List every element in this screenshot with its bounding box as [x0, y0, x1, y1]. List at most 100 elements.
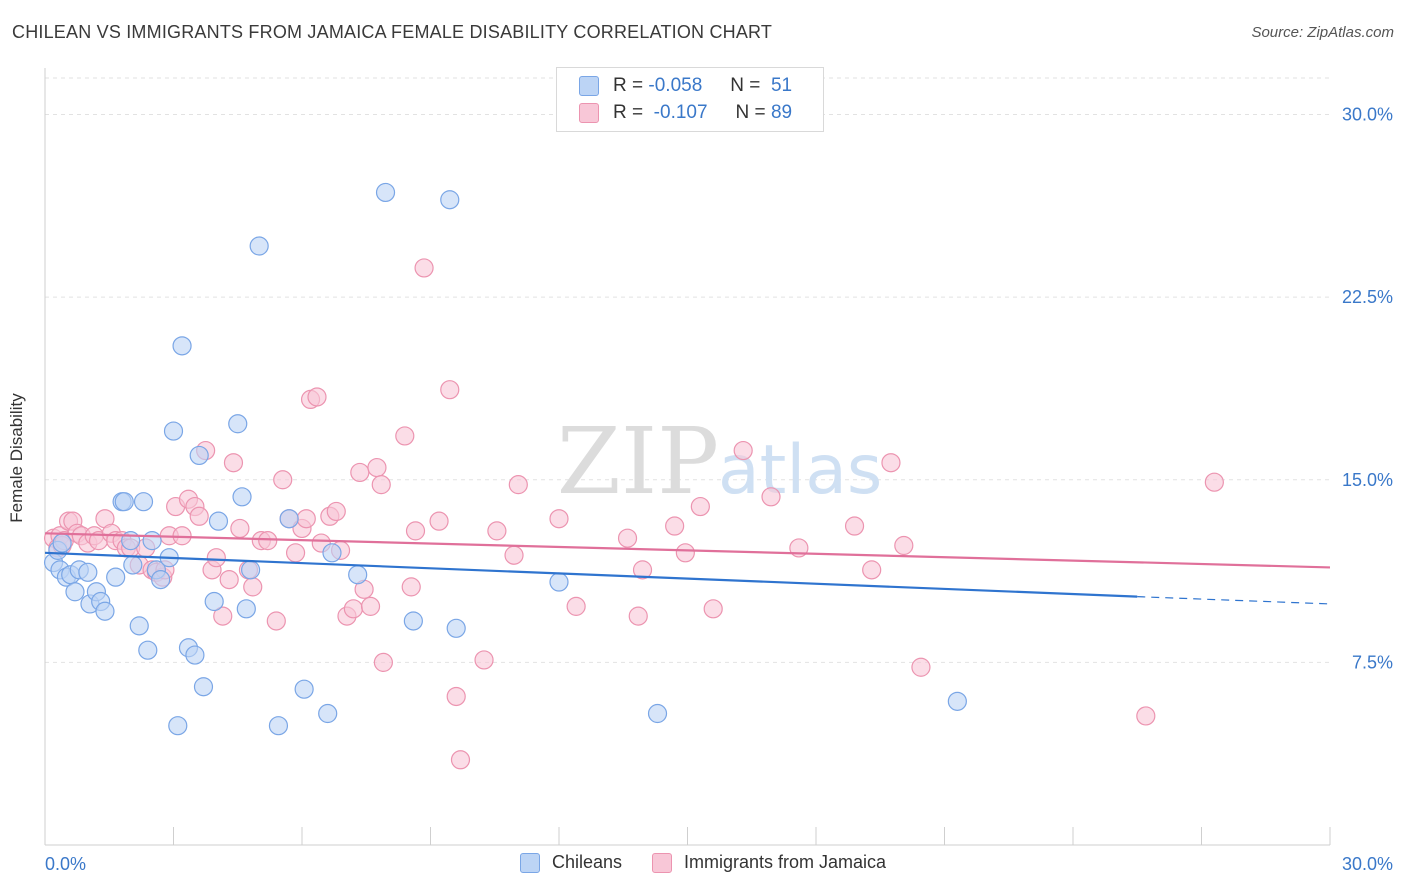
chilean-point	[446, 618, 466, 638]
chilean-point	[185, 645, 205, 665]
chilean-point	[294, 679, 314, 699]
watermark: ZIP atlas	[557, 408, 882, 515]
legend-label-jamaica: Immigrants from Jamaica	[684, 852, 887, 872]
chilean-point	[151, 569, 171, 590]
jamaica-point	[230, 518, 250, 539]
jamaica-point	[761, 487, 781, 507]
chileans-swatch	[579, 76, 599, 96]
jamaica-point	[266, 611, 286, 631]
legend-item-jamaica[interactable]: Immigrants from Jamaica	[652, 852, 886, 873]
chilean-point	[138, 640, 158, 660]
gridlines	[45, 77, 1330, 663]
jamaica-point	[307, 387, 327, 407]
n-label: N =	[735, 102, 766, 123]
chilean-point	[375, 182, 396, 203]
tick-labels: 7.5% 15.0% 22.5% 30.0% 0.0% 30.0%	[45, 105, 1393, 874]
chilean-point	[348, 565, 368, 585]
y-tick-label: 22.5%	[1342, 287, 1393, 307]
y-tick-label: 30.0%	[1342, 105, 1393, 125]
jamaica-point	[343, 599, 363, 619]
r-label: R =	[613, 75, 644, 96]
x-tick-label: 30.0%	[1342, 854, 1393, 874]
n-value-jamaica: 89	[770, 102, 793, 123]
chilean-point	[549, 572, 569, 592]
jamaica-point	[219, 569, 239, 590]
jamaica-point	[881, 453, 901, 473]
chilean-point	[279, 509, 299, 529]
jamaica-point	[296, 509, 316, 529]
y-tick-label: 7.5%	[1352, 652, 1393, 672]
legend-swatch-jamaica	[652, 852, 672, 873]
chilean-point	[114, 492, 134, 512]
chilean-point	[106, 567, 126, 587]
chilean-point	[163, 421, 184, 441]
jamaica-point	[440, 380, 460, 400]
jamaica-point	[474, 650, 494, 670]
jamaica-point	[223, 453, 244, 473]
jamaica-point	[405, 521, 426, 541]
jamaica-point	[350, 462, 370, 483]
jamaica-point	[703, 599, 723, 619]
chilean-point	[168, 716, 188, 736]
chilean-point	[52, 533, 72, 553]
chilean-point	[172, 336, 192, 356]
jamaica-point	[911, 657, 931, 677]
chilean-point	[322, 543, 342, 563]
jamaica-point	[862, 560, 882, 580]
chilean-point	[228, 414, 248, 434]
legend-swatch-chileans	[519, 852, 540, 873]
stats-row-jamaica: R = -0.107 N = 89	[579, 100, 792, 126]
chilean-point	[129, 616, 149, 636]
jamaica-point	[285, 543, 306, 563]
jamaica-point	[675, 543, 695, 563]
jamaica-point	[213, 606, 233, 626]
chilean-point	[647, 703, 668, 724]
jamaica-point	[326, 501, 346, 522]
correlation-stats-box: R = -0.058 N = 51 R = -0.107 N = 89	[556, 67, 824, 132]
jamaica-point	[665, 516, 685, 536]
jamaica-point	[508, 475, 528, 495]
y-tick-label: 15.0%	[1342, 470, 1393, 490]
jamaica-point	[733, 440, 753, 461]
jamaica-point	[360, 596, 381, 616]
legend-item-chileans[interactable]: Chileans	[519, 852, 622, 873]
chilean-point	[121, 531, 141, 551]
watermark-zip: ZIP	[557, 408, 719, 515]
jamaica-point	[628, 606, 648, 626]
jamaica-point	[373, 652, 393, 672]
chileans-trend-extension	[1137, 596, 1331, 605]
chilean-point	[95, 601, 115, 621]
legend-label-chileans: Chileans	[551, 852, 622, 872]
chart-title: CHILEAN VS IMMIGRANTS FROM JAMAICA FEMAL…	[12, 22, 773, 42]
jamaica-swatch	[579, 103, 599, 123]
jamaica-point	[446, 686, 466, 707]
jamaica-point	[690, 496, 710, 517]
chilean-points	[43, 182, 967, 736]
jamaica-point	[371, 475, 391, 495]
trend-lines	[44, 532, 1331, 605]
chilean-point	[403, 611, 423, 631]
jamaica-point	[258, 531, 278, 551]
chilean-point	[204, 591, 224, 612]
jamaica-point	[367, 457, 387, 478]
jamaica-point	[1204, 472, 1224, 492]
jamaica-point	[189, 506, 209, 526]
jamaica-point	[566, 596, 586, 616]
jamaica-point	[243, 577, 263, 597]
chilean-point	[241, 560, 261, 580]
chilean-point	[78, 562, 98, 582]
chilean-point	[65, 582, 85, 602]
chilean-point	[232, 487, 252, 507]
jamaica-point	[401, 577, 421, 597]
chilean-point	[189, 445, 209, 466]
chileans-trend-line	[44, 551, 1138, 598]
chilean-point	[193, 677, 214, 697]
jamaica-point	[206, 548, 226, 568]
jamaica-point	[549, 509, 569, 529]
jamaica-point	[273, 470, 293, 490]
chilean-point	[249, 236, 269, 256]
n-label: N =	[730, 75, 761, 96]
jamaica-point	[450, 750, 471, 770]
chilean-point	[208, 511, 229, 531]
